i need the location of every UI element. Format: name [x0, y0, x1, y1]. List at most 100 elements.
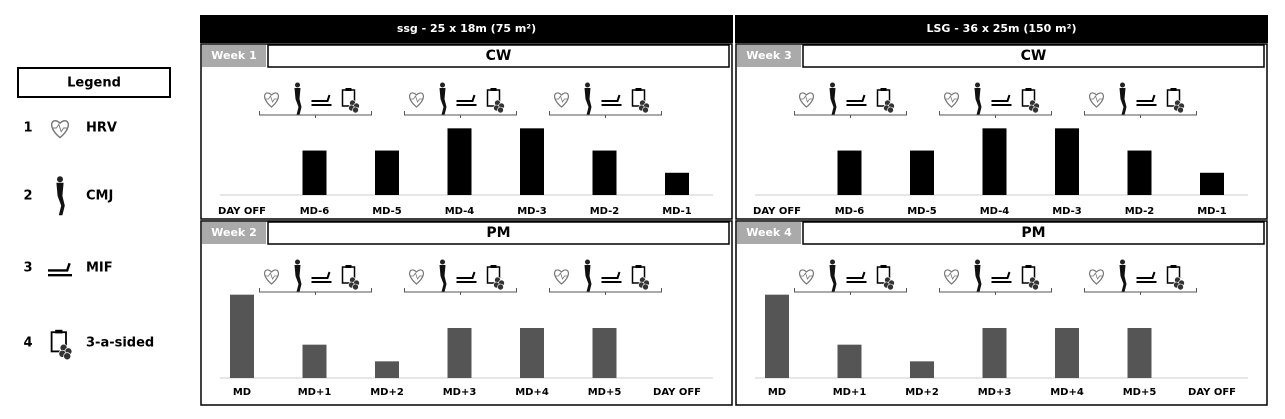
legend-number: 3 [23, 261, 32, 276]
icon-cmj [1119, 259, 1127, 292]
bar [837, 344, 862, 378]
bar [1127, 150, 1152, 195]
week-label: Week 2 [211, 226, 256, 239]
icon-hrv [264, 269, 279, 285]
icon-hrv [944, 92, 959, 108]
bar [302, 150, 327, 195]
mif-leg [846, 94, 866, 102]
icon-mif [456, 271, 477, 283]
icon-board [876, 88, 895, 114]
brace [404, 111, 517, 118]
icon-mif [601, 271, 622, 283]
heart [799, 92, 814, 108]
title-box [802, 44, 1265, 68]
x-tick-label: MD+2 [905, 387, 939, 398]
bar [375, 361, 399, 378]
legend-number: 1 [23, 121, 32, 136]
x-tick-label: MD-3 [517, 206, 547, 217]
icon-cmj [294, 82, 302, 115]
icon-hrv [409, 269, 424, 285]
brace [794, 288, 907, 295]
icon-hrv [51, 120, 69, 139]
pulse [800, 272, 813, 280]
clip [490, 265, 497, 268]
title-box [267, 221, 730, 245]
brace [259, 111, 372, 118]
x-tick-label: MD+2 [370, 387, 404, 398]
ball [497, 283, 504, 291]
icon-cmj [584, 82, 592, 115]
icon-hrv [409, 92, 424, 108]
mif-leg [1136, 94, 1156, 102]
icon-board [1021, 88, 1040, 114]
week-label: Week 3 [746, 49, 791, 62]
x-tick-label: MD-2 [590, 206, 620, 217]
icon-mif [311, 271, 332, 283]
x-tick-label: MD-6 [835, 206, 865, 217]
clip [1170, 88, 1177, 91]
icon-hrv [944, 269, 959, 285]
bar [375, 150, 399, 195]
bar [982, 128, 1007, 195]
icon-mif [991, 271, 1012, 283]
mif-leg [47, 262, 71, 272]
icon-cmj [439, 259, 447, 292]
mif-leg [991, 271, 1011, 279]
bar [592, 328, 617, 378]
icon-board [486, 265, 505, 291]
mif-leg [456, 94, 476, 102]
bar [1055, 128, 1079, 195]
week-box [737, 222, 801, 244]
icon-cmj [439, 82, 447, 115]
legend-number: 2 [23, 189, 32, 204]
body [974, 265, 982, 292]
head [295, 82, 300, 88]
brace [939, 111, 1052, 118]
bar [837, 150, 862, 195]
body [974, 88, 982, 115]
panel-title: PM [1021, 225, 1045, 241]
icon-mif [47, 262, 73, 277]
head [830, 82, 835, 88]
ball [1177, 106, 1184, 114]
x-tick-label: MD+5 [1123, 387, 1157, 398]
mif-leg [456, 271, 476, 279]
body [1119, 88, 1127, 115]
pulse [265, 95, 278, 103]
icon-hrv [1089, 92, 1104, 108]
icon-hrv [1089, 269, 1104, 285]
head [585, 259, 590, 265]
icon-board [631, 265, 650, 291]
icon-hrv [799, 92, 814, 108]
title-box [802, 221, 1265, 245]
head [585, 82, 590, 88]
panel-title: CW [1021, 48, 1047, 64]
heart [554, 92, 569, 108]
title-box [267, 44, 730, 68]
body [294, 265, 302, 292]
legend-label: HRV [86, 121, 117, 136]
ball [1032, 106, 1039, 114]
legend-label: MIF [86, 261, 113, 276]
bar [982, 328, 1007, 378]
clip [55, 329, 63, 334]
x-tick-label: MD [233, 387, 251, 398]
clip [635, 265, 642, 268]
x-tick-label: MD-4 [980, 206, 1010, 217]
icon-hrv [799, 269, 814, 285]
icon-hrv [264, 92, 279, 108]
brace [404, 288, 517, 295]
icon-cmj [56, 176, 65, 216]
icon-mif [991, 94, 1012, 106]
pulse [555, 272, 568, 280]
icon-cmj [974, 82, 982, 115]
heart [1089, 269, 1104, 285]
x-tick-label: DAY OFF [218, 206, 266, 217]
icon-cmj [294, 259, 302, 292]
body [439, 265, 447, 292]
legend-number: 4 [23, 336, 32, 351]
mif-leg [601, 94, 621, 102]
icon-board [341, 88, 360, 114]
x-tick-label: DAY OFF [753, 206, 801, 217]
